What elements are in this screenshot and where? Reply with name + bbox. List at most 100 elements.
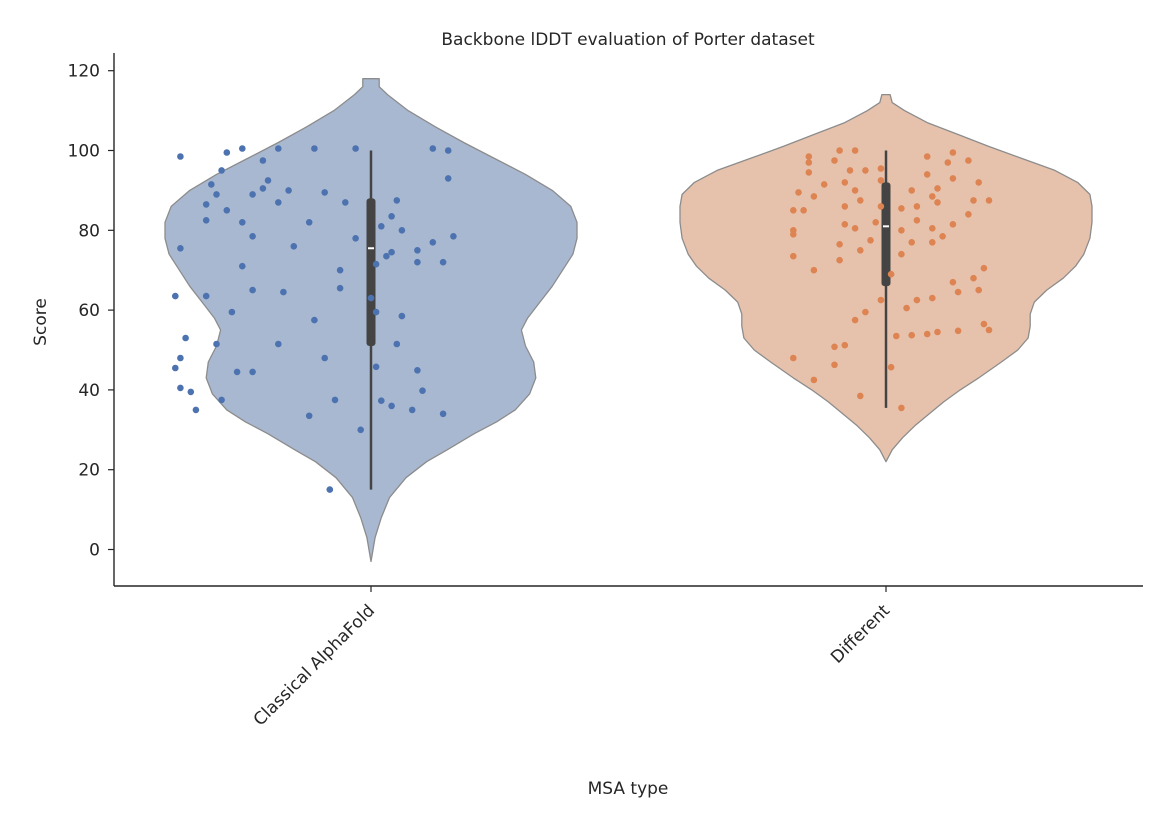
data-point	[970, 197, 977, 204]
data-point	[172, 364, 179, 372]
data-point	[429, 239, 437, 246]
data-point	[949, 221, 957, 228]
data-point	[851, 225, 859, 232]
data-point	[898, 205, 905, 212]
data-point	[233, 368, 241, 376]
data-point	[280, 288, 287, 296]
data-point	[239, 219, 246, 226]
data-point	[975, 286, 982, 294]
data-point	[378, 223, 385, 230]
data-point	[887, 270, 895, 278]
data-point	[851, 187, 859, 194]
data-point	[275, 340, 282, 348]
data-point	[352, 235, 359, 242]
data-point	[790, 354, 797, 362]
y-tick-label: 0	[89, 541, 100, 561]
data-point	[929, 193, 936, 200]
data-point	[831, 157, 838, 164]
data-point	[949, 149, 957, 156]
data-point	[444, 147, 452, 154]
data-point	[923, 330, 931, 338]
data-point	[949, 175, 957, 182]
x-tick-labels: Classical AlphaFold Different	[250, 586, 894, 730]
data-point	[805, 159, 813, 166]
data-point	[239, 145, 246, 152]
data-point	[790, 207, 797, 214]
data-point	[908, 187, 915, 194]
data-point	[862, 167, 869, 174]
x-tick-label: Classical AlphaFold	[250, 601, 379, 730]
data-point	[954, 288, 962, 296]
data-point	[887, 363, 895, 371]
data-point	[841, 203, 849, 210]
data-point	[372, 260, 380, 268]
data-point	[311, 145, 318, 152]
data-point	[249, 368, 256, 376]
data-point	[836, 147, 843, 154]
data-point	[202, 217, 210, 224]
data-point	[851, 147, 859, 154]
data-point	[846, 167, 854, 174]
data-point	[311, 316, 318, 324]
data-point	[408, 406, 416, 414]
data-point	[923, 153, 931, 160]
data-point	[398, 312, 406, 320]
data-point	[954, 327, 962, 335]
data-point	[939, 233, 946, 240]
data-point	[836, 241, 843, 248]
data-point	[934, 199, 941, 206]
data-point	[944, 159, 952, 166]
data-point	[342, 199, 349, 206]
y-tick-label: 120	[68, 62, 100, 82]
data-point	[965, 157, 972, 164]
data-point	[867, 237, 874, 244]
data-point	[929, 294, 936, 302]
data-point	[372, 308, 380, 316]
data-point	[172, 292, 179, 300]
data-point	[223, 149, 231, 156]
data-point	[414, 367, 421, 374]
data-point	[223, 207, 231, 214]
data-point	[305, 412, 313, 420]
data-point	[831, 361, 838, 369]
data-point	[202, 292, 210, 300]
data-point	[934, 328, 941, 336]
data-point	[398, 227, 406, 234]
data-point	[929, 225, 936, 232]
data-point	[285, 187, 292, 194]
data-point	[836, 256, 843, 264]
data-point	[177, 245, 184, 252]
data-point	[321, 189, 329, 196]
data-point	[239, 262, 246, 270]
data-point	[985, 326, 993, 334]
data-point	[898, 404, 905, 412]
data-point	[862, 308, 869, 316]
data-point	[851, 316, 859, 324]
data-point	[228, 308, 236, 316]
data-point	[857, 197, 864, 204]
data-point	[321, 354, 329, 362]
violin-iqr-box	[366, 198, 376, 347]
data-point	[336, 284, 344, 292]
data-point	[980, 264, 988, 272]
data-point	[264, 177, 272, 184]
data-point	[326, 486, 334, 493]
axes	[113, 53, 1143, 587]
data-point	[831, 343, 838, 351]
data-point	[913, 296, 921, 304]
data-point	[372, 363, 380, 371]
data-point	[810, 266, 818, 274]
data-point	[357, 426, 365, 434]
data-point	[949, 278, 957, 286]
y-tick-labels: 0 20 40 60 80 100 120	[68, 62, 114, 561]
chart-title: Backbone lDDT evaluation of Porter datas…	[441, 30, 815, 50]
data-point	[393, 197, 401, 204]
data-point	[913, 217, 921, 224]
data-point	[810, 376, 818, 384]
data-point	[182, 334, 189, 342]
data-point	[857, 392, 864, 400]
plot-area	[164, 78, 1093, 563]
data-point	[903, 304, 910, 312]
data-point	[877, 165, 885, 172]
data-point	[388, 402, 395, 410]
